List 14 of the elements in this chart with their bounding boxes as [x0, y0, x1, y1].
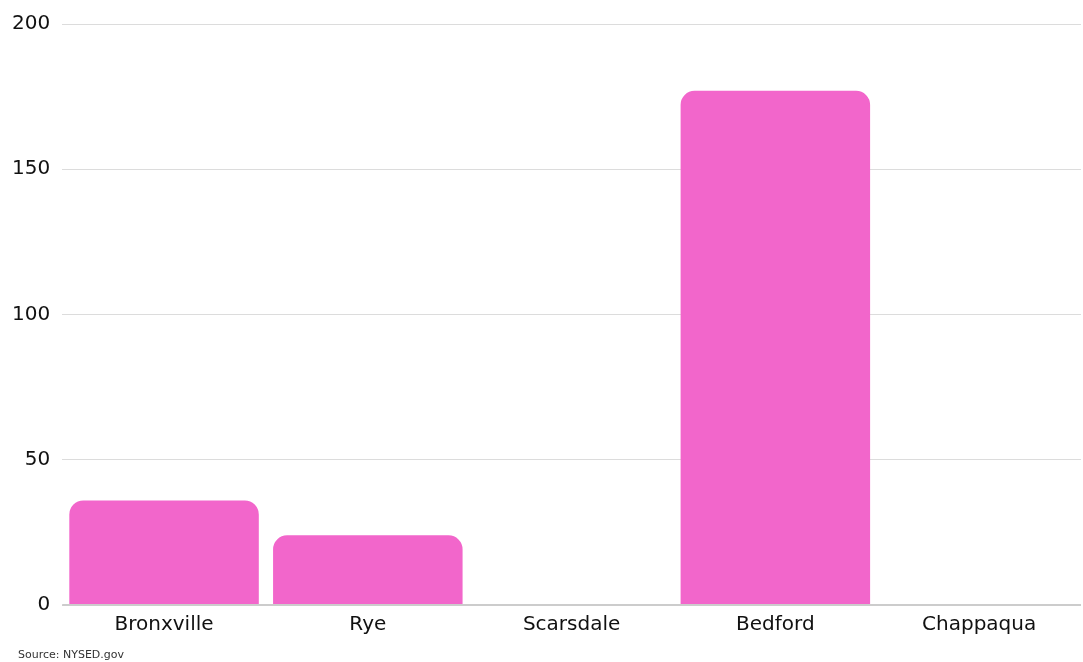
source-note: Source: NYSED.gov: [18, 648, 125, 661]
x-tick-label: Bedford: [736, 611, 815, 636]
x-tick-label: Scarsdale: [522, 611, 621, 636]
x-tick-label: Rye: [349, 611, 387, 636]
y-tick-label: 0: [37, 591, 51, 616]
y-tick-label: 50: [24, 445, 51, 470]
y-tick-label: 200: [11, 10, 51, 35]
y-tick-label: 100: [11, 300, 51, 325]
x-tick-label: Bronxville: [114, 611, 214, 636]
x-tick-label: Chappaqua: [922, 611, 1037, 636]
y-tick-label: 150: [11, 155, 51, 180]
bar: [680, 90, 871, 605]
bar: [69, 500, 259, 605]
bar: [273, 535, 463, 605]
